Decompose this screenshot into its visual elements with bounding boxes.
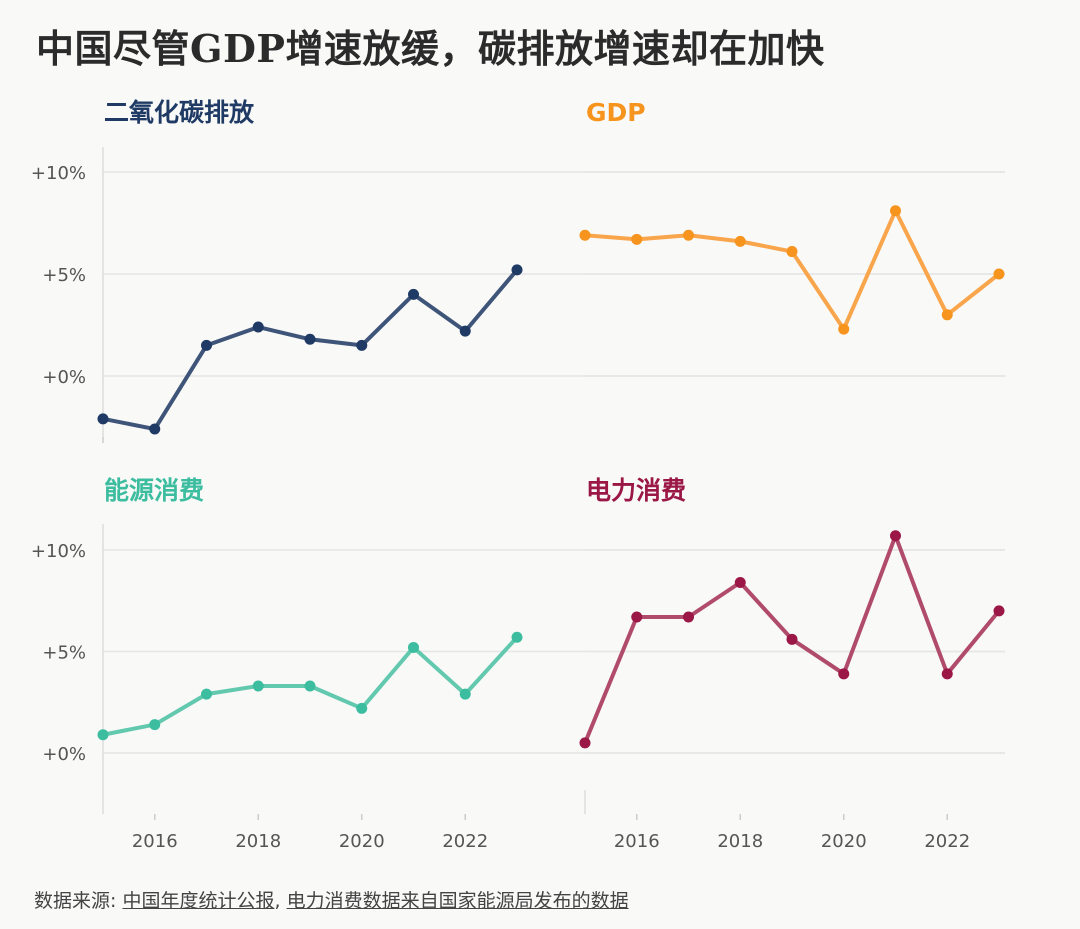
panel-3-ytick-label: +5% bbox=[42, 643, 86, 664]
panel-2-point-2017 bbox=[683, 229, 694, 241]
panel-3-point-2015 bbox=[97, 729, 109, 741]
panel-4-point-2018 bbox=[734, 576, 746, 588]
panel-3-point-2022 bbox=[459, 688, 471, 700]
panel-4-point-2015 bbox=[579, 737, 591, 749]
panel-4-point-2016 bbox=[631, 611, 643, 623]
panel-1-point-2023 bbox=[511, 264, 523, 276]
panel-2-point-2016 bbox=[631, 233, 643, 245]
panel-2-point-2015 bbox=[579, 229, 591, 241]
panel-3-xtick-label: 2016 bbox=[132, 831, 178, 852]
panel-3-title: 能源消费 bbox=[104, 476, 204, 505]
panel-1-point-2015 bbox=[97, 413, 109, 425]
panel-4-point-2021 bbox=[890, 530, 901, 542]
panel-4-point-2017 bbox=[683, 611, 694, 623]
panel-2-point-2019 bbox=[786, 246, 798, 258]
panel-1-point-2016 bbox=[149, 423, 161, 435]
panel-4-xtick-label: 2022 bbox=[924, 831, 970, 852]
panel-3-xtick-label: 2018 bbox=[235, 831, 281, 852]
panel-2-point-2023 bbox=[993, 268, 1005, 280]
panel-3-ytick-label: +0% bbox=[42, 744, 86, 765]
panel-2-point-2022 bbox=[941, 309, 953, 321]
panel-4-point-2022 bbox=[941, 668, 953, 680]
panel-1-point-2021 bbox=[408, 288, 419, 300]
panel-3-point-2019 bbox=[304, 680, 316, 692]
panel-3-point-2020 bbox=[356, 702, 368, 714]
panel-1-point-2017 bbox=[201, 339, 212, 351]
panel-1-ytick-label: +10% bbox=[31, 163, 86, 184]
source-separator: , bbox=[274, 890, 287, 912]
panel-3-point-2018 bbox=[252, 680, 264, 692]
source-link-statistics[interactable]: 中国年度统计公报 bbox=[122, 890, 275, 912]
panel-4-point-2019 bbox=[786, 633, 798, 645]
panel-2-title: GDP bbox=[586, 98, 646, 127]
panel-2-point-2020 bbox=[838, 323, 850, 335]
source-note: 数据来源: 中国年度统计公报, 电力消费数据来自国家能源局发布的数据 bbox=[34, 886, 629, 913]
panel-3-point-2021 bbox=[408, 641, 419, 653]
panel-1-point-2019 bbox=[304, 333, 316, 345]
panel-4-point-2020 bbox=[838, 668, 850, 680]
panel-2-point-2021 bbox=[890, 205, 901, 217]
panel-1-point-2018 bbox=[252, 321, 264, 333]
panel-2-series-line bbox=[583, 208, 1001, 332]
panel-4-point-2023 bbox=[993, 605, 1005, 617]
panel-2-point-2018 bbox=[734, 235, 746, 247]
panel-1-ytick-label: +0% bbox=[42, 367, 86, 388]
panel-3-point-2017 bbox=[201, 688, 212, 700]
panel-3-xtick-label: 2022 bbox=[442, 831, 488, 852]
panel-1-point-2022 bbox=[459, 325, 471, 337]
panel-3-point-2023 bbox=[511, 631, 523, 643]
panel-4-xtick-label: 2016 bbox=[614, 831, 660, 852]
page-title: 中国尽管GDP增速放缓，碳排放增速却在加快 bbox=[36, 26, 825, 71]
panel-3-ytick-label: +10% bbox=[31, 541, 86, 562]
source-link-energy[interactable]: 电力消费数据来自国家能源局发布的数据 bbox=[286, 890, 629, 912]
panel-4-xtick-label: 2018 bbox=[717, 831, 763, 852]
panel-1-series-line bbox=[101, 267, 519, 432]
panel-3-xtick-label: 2020 bbox=[339, 831, 385, 852]
panel-1-ytick-label: +5% bbox=[42, 265, 86, 286]
panel-1-point-2020 bbox=[356, 339, 368, 351]
panel-1-title: 二氧化碳排放 bbox=[104, 98, 255, 127]
panel-3-point-2016 bbox=[149, 719, 161, 731]
panel-4-title: 电力消费 bbox=[586, 476, 686, 505]
source-prefix: 数据来源: bbox=[34, 890, 123, 912]
panel-4-xtick-label: 2020 bbox=[821, 831, 867, 852]
